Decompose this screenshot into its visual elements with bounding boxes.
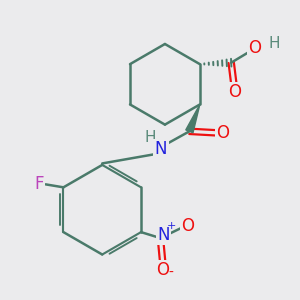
Text: O: O xyxy=(228,83,241,101)
Text: O: O xyxy=(216,124,229,142)
Text: F: F xyxy=(34,175,44,193)
Text: H: H xyxy=(144,130,156,146)
Text: O: O xyxy=(156,261,169,279)
Text: O: O xyxy=(182,217,194,235)
Polygon shape xyxy=(186,104,200,133)
Text: O: O xyxy=(249,39,262,57)
Text: +: + xyxy=(167,220,176,230)
Text: -: - xyxy=(169,266,174,279)
Text: H: H xyxy=(268,36,280,51)
Text: N: N xyxy=(155,140,167,158)
Text: N: N xyxy=(157,226,170,244)
